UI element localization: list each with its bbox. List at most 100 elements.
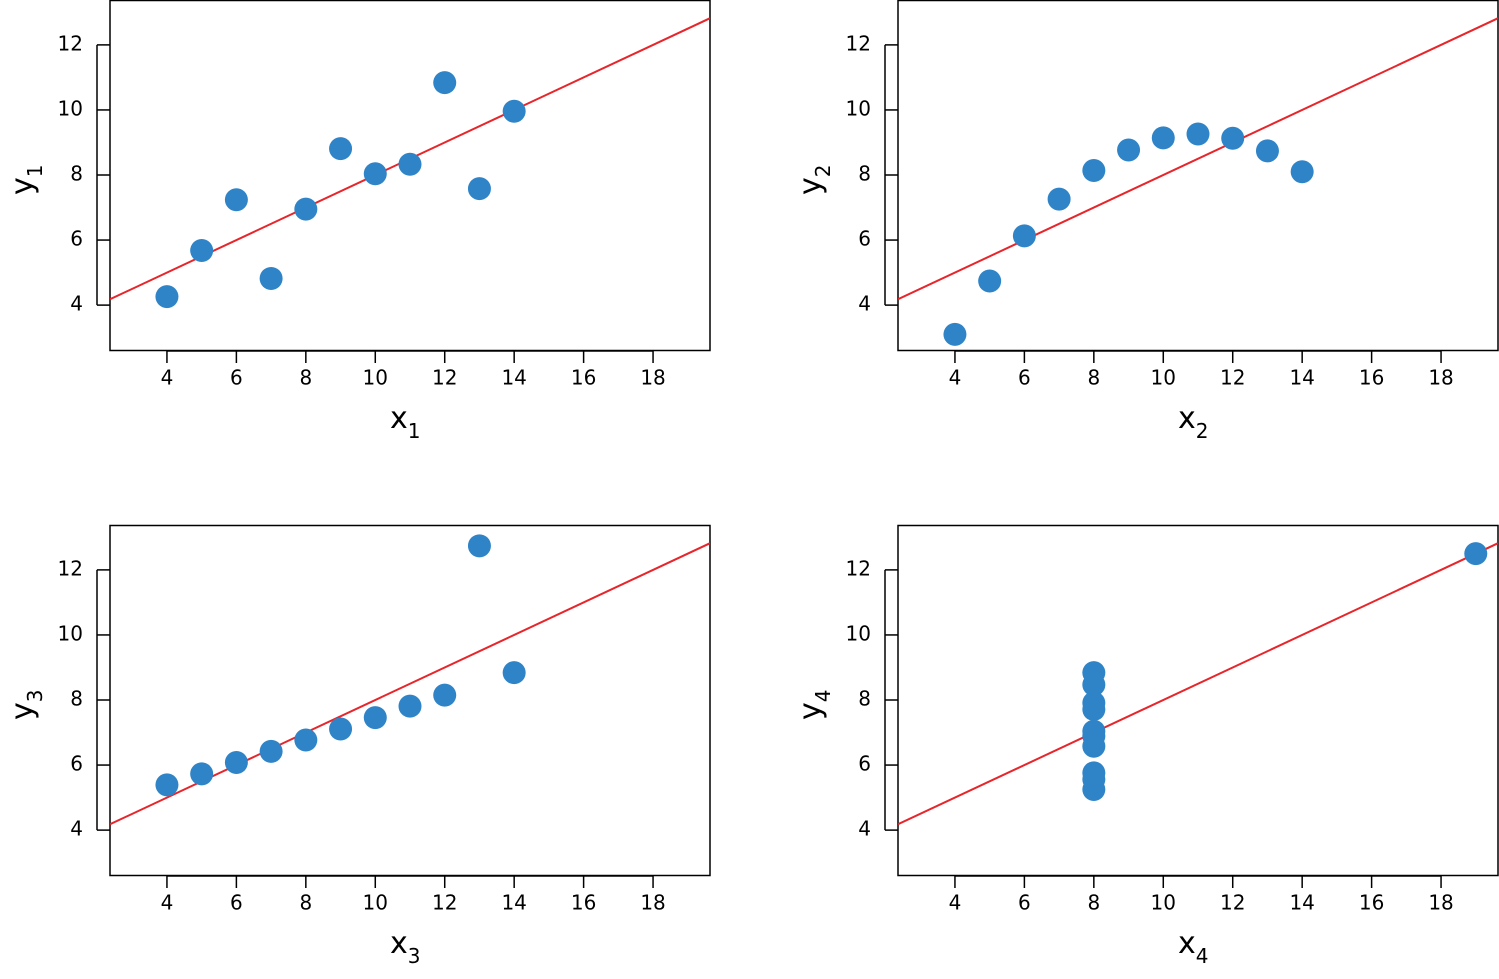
x-axis-title-main: x [390,401,408,436]
x-axis-title: x3 [390,926,421,968]
x-tick-label: 8 [299,366,312,390]
x-tick-label: 12 [1220,891,1245,915]
x-axis-title: x2 [1178,401,1209,443]
y-tick-label: 12 [846,556,871,580]
y-tick-label: 4 [70,817,83,841]
y-axis-title-sub: 1 [23,165,47,178]
x-tick-label: 4 [161,366,174,390]
y-tick-label: 12 [846,31,871,55]
point [502,661,526,685]
x-tick-label: 10 [1151,891,1176,915]
point [224,188,248,212]
plot-box [897,524,1499,877]
x-tick-label: 12 [432,891,457,915]
x-tick-label: 16 [1359,891,1384,915]
point [433,683,457,707]
point [978,269,1002,293]
x-tick-label: 6 [1018,891,1031,915]
y-tick-label: 6 [70,227,83,251]
y-axis-title: y2 [793,165,835,196]
point [363,162,387,186]
x-axis-title-main: x [1178,401,1196,436]
point [943,322,967,346]
point [1082,691,1106,715]
point [467,534,491,558]
x-axis-title-sub: 4 [1196,944,1209,968]
y-tick-label: 10 [58,96,83,120]
y-axis-title-sub: 2 [811,165,835,178]
point [502,99,526,123]
point [467,177,491,201]
point [224,750,248,774]
point [433,71,457,95]
y-tick-label: 4 [858,817,871,841]
y-tick-label: 4 [70,292,83,316]
point [1117,138,1141,162]
x-tick-label: 14 [501,891,526,915]
x-tick-label: 8 [1087,366,1100,390]
x-tick-label: 14 [1289,366,1314,390]
x-tick-label: 16 [571,891,596,915]
point [1082,724,1106,748]
y-axis-title-main: y [793,702,828,720]
y-axis-title-sub: 3 [23,690,47,703]
x-tick-label: 10 [363,366,388,390]
x-axis-title-sub: 3 [408,944,421,968]
x-tick-label: 12 [1220,366,1245,390]
point [329,137,353,161]
y-axis-title-main: y [5,702,40,720]
y-tick-label: 8 [858,162,871,186]
x-axis-title-sub: 1 [408,419,421,443]
x-axis-title: x1 [390,401,421,443]
y-tick-label: 8 [70,162,83,186]
x-tick-label: 4 [161,891,174,915]
x-tick-label: 8 [299,891,312,915]
x-tick-label: 18 [1428,366,1453,390]
y-tick-label: 10 [846,96,871,120]
y-tick-label: 12 [58,556,83,580]
x-axis-title: x4 [1178,926,1209,968]
x-tick-label: 4 [949,366,962,390]
point [1082,158,1106,182]
x-tick-label: 10 [363,891,388,915]
x-axis-title-sub: 2 [1196,419,1209,443]
y-tick-label: 10 [846,621,871,645]
x-tick-label: 8 [1087,891,1100,915]
point [1464,542,1488,566]
point [1186,122,1210,146]
point [329,717,353,741]
fit-line [898,542,1498,826]
point [155,285,179,309]
y-tick-label: 6 [70,752,83,776]
point [1082,673,1106,697]
point [1290,160,1314,184]
y-axis-title-main: y [793,177,828,195]
x-axis-title-main: x [390,926,408,961]
point [398,152,422,176]
y-tick-label: 8 [70,687,83,711]
x-tick-label: 18 [1428,891,1453,915]
y-axis-title: y4 [793,690,835,721]
y-tick-label: 12 [58,31,83,55]
x-tick-label: 16 [571,366,596,390]
point [190,762,214,786]
point [1221,126,1245,150]
x-tick-label: 6 [230,891,243,915]
fit-line [898,17,1498,301]
x-axis-title-main: x [1178,926,1196,961]
x-tick-label: 14 [501,366,526,390]
point [1151,126,1175,150]
y-axis-title-main: y [5,177,40,195]
point [294,728,318,752]
point [363,706,387,730]
x-tick-label: 18 [640,891,665,915]
y-tick-label: 6 [858,227,871,251]
point [1047,187,1071,211]
point [259,266,283,290]
point [1082,767,1106,791]
y-tick-label: 10 [58,621,83,645]
